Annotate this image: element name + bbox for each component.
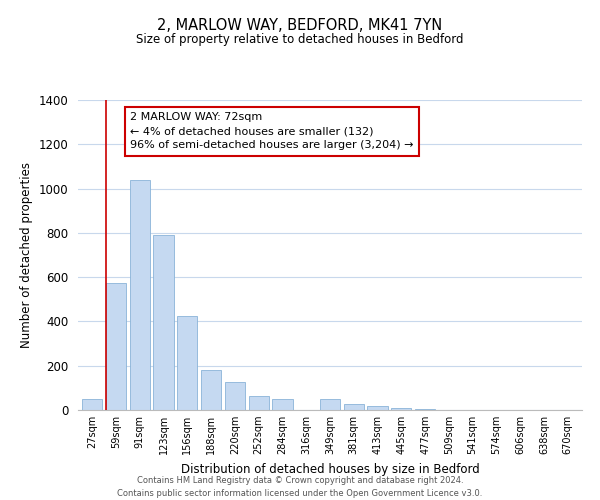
Bar (391, 408, 412, 410)
Bar (320, 399, 340, 410)
Bar (201, 370, 221, 410)
Bar (272, 399, 293, 410)
Bar (177, 316, 197, 410)
Text: 2 MARLOW WAY: 72sqm
← 4% of detached houses are smaller (132)
96% of semi-detach: 2 MARLOW WAY: 72sqm ← 4% of detached hou… (130, 112, 414, 150)
X-axis label: Distribution of detached houses by size in Bedford: Distribution of detached houses by size … (181, 462, 479, 475)
Bar (130, 180, 150, 410)
Text: 2, MARLOW WAY, BEDFORD, MK41 7YN: 2, MARLOW WAY, BEDFORD, MK41 7YN (157, 18, 443, 32)
Text: Size of property relative to detached houses in Bedford: Size of property relative to detached ho… (136, 32, 464, 46)
Bar (344, 404, 364, 410)
Bar (225, 382, 245, 410)
Bar (248, 396, 269, 410)
Bar (82, 399, 103, 410)
Bar (367, 406, 388, 410)
Text: Contains HM Land Registry data © Crown copyright and database right 2024.
Contai: Contains HM Land Registry data © Crown c… (118, 476, 482, 498)
Y-axis label: Number of detached properties: Number of detached properties (20, 162, 33, 348)
Bar (415, 409, 435, 410)
Bar (154, 235, 173, 410)
Bar (106, 282, 126, 410)
